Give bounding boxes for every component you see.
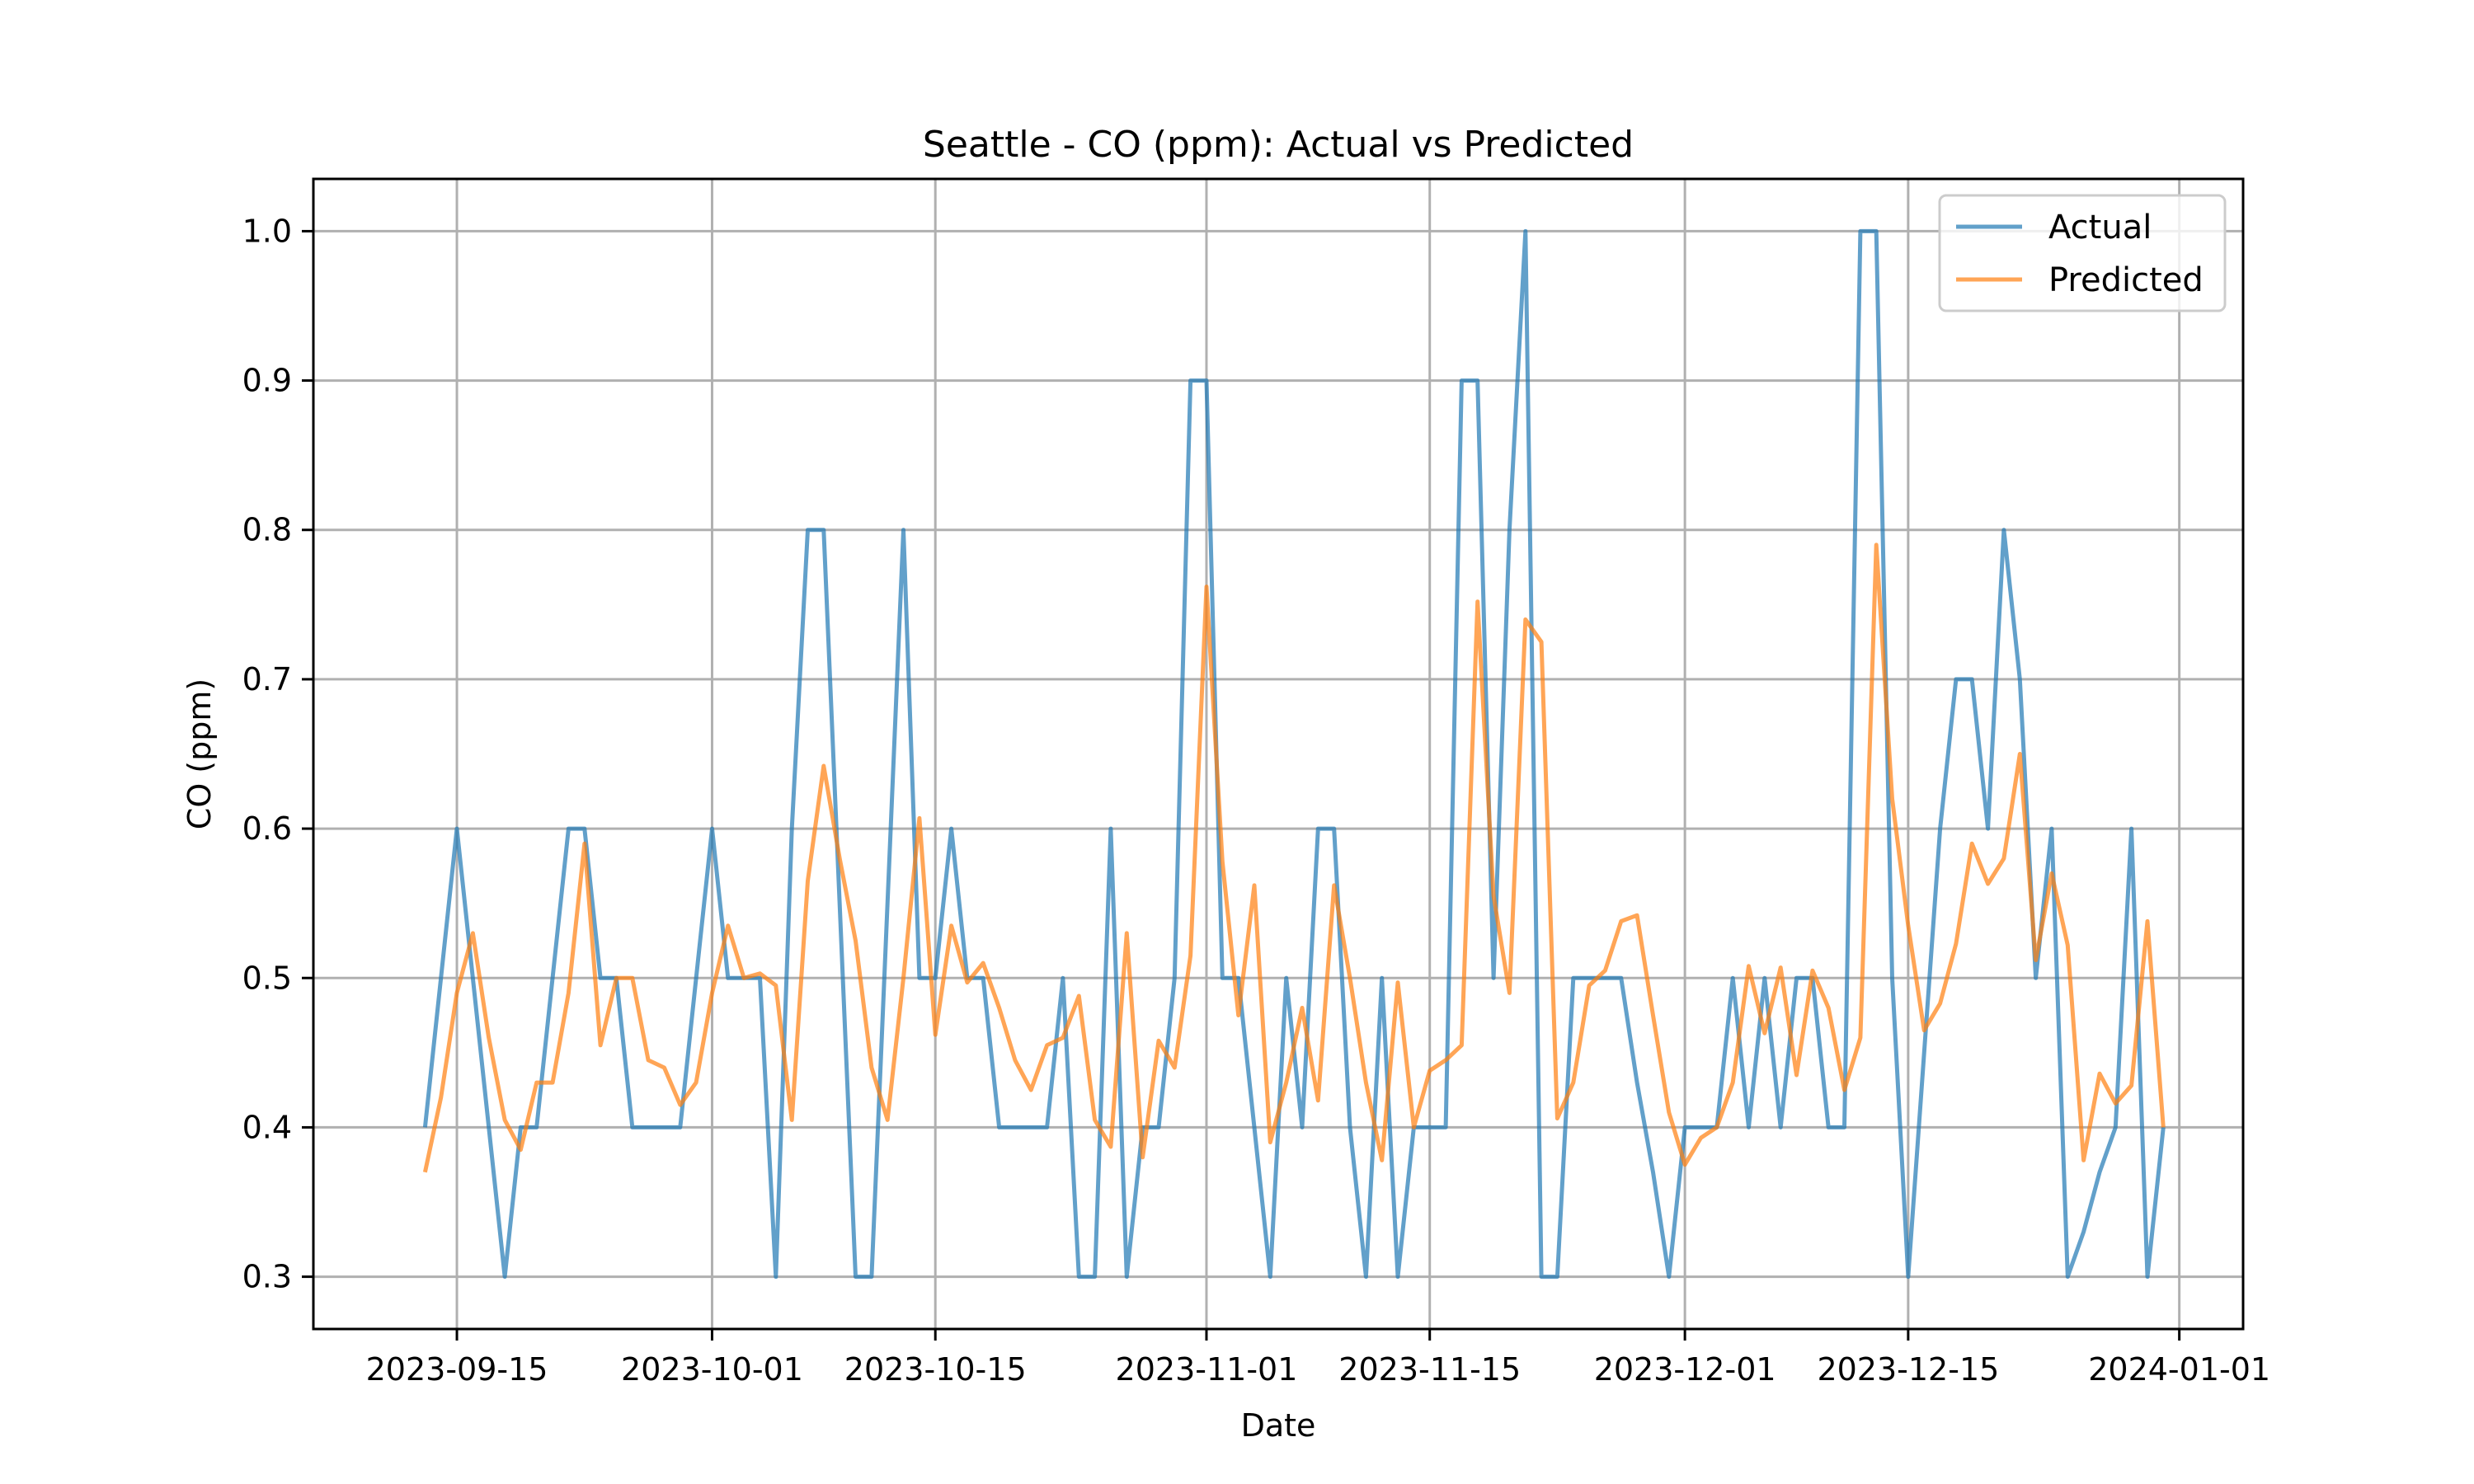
y-tick-label: 0.5 bbox=[242, 960, 292, 996]
x-tick-label: 2023-09-15 bbox=[366, 1351, 548, 1388]
plot-frame bbox=[312, 177, 2245, 1331]
series-lines bbox=[422, 228, 2166, 1280]
y-tick-label: 0.4 bbox=[242, 1109, 292, 1145]
x-tick-label: 2023-10-01 bbox=[621, 1351, 803, 1388]
series-line-actual bbox=[422, 228, 2166, 1280]
x-tick-label: 2023-12-15 bbox=[1817, 1351, 1999, 1388]
legend: Actual Predicted bbox=[1938, 194, 2227, 312]
y-tick-label: 1.0 bbox=[242, 213, 292, 249]
legend-label-predicted: Predicted bbox=[2048, 261, 2204, 299]
x-tick-label: 2023-11-15 bbox=[1338, 1351, 1521, 1388]
y-tick-label: 0.3 bbox=[242, 1259, 292, 1295]
x-tick-label: 2023-11-01 bbox=[1116, 1351, 1298, 1388]
y-tick-label: 0.8 bbox=[242, 512, 292, 548]
x-tick-label: 2023-10-15 bbox=[844, 1351, 1027, 1388]
chart-title: Seattle - CO (ppm): Actual vs Predicted bbox=[923, 124, 1634, 166]
x-axis-label: Date bbox=[1241, 1407, 1316, 1444]
y-tick-label: 0.6 bbox=[242, 810, 292, 847]
legend-box bbox=[1938, 194, 2227, 312]
legend-label-actual: Actual bbox=[2048, 209, 2152, 247]
x-tick-label: 2023-12-01 bbox=[1594, 1351, 1776, 1388]
y-tick-label: 0.9 bbox=[242, 363, 292, 399]
series-line-predicted bbox=[422, 542, 2166, 1173]
y-tick-label: 0.7 bbox=[242, 661, 292, 697]
x-tick-label: 2024-01-01 bbox=[2088, 1351, 2270, 1388]
axis-ticks: 2023-09-15 2023-10-01 2023-10-15 2023-11-01… bbox=[242, 213, 2271, 1388]
y-axis-label: CO (ppm) bbox=[181, 679, 218, 829]
